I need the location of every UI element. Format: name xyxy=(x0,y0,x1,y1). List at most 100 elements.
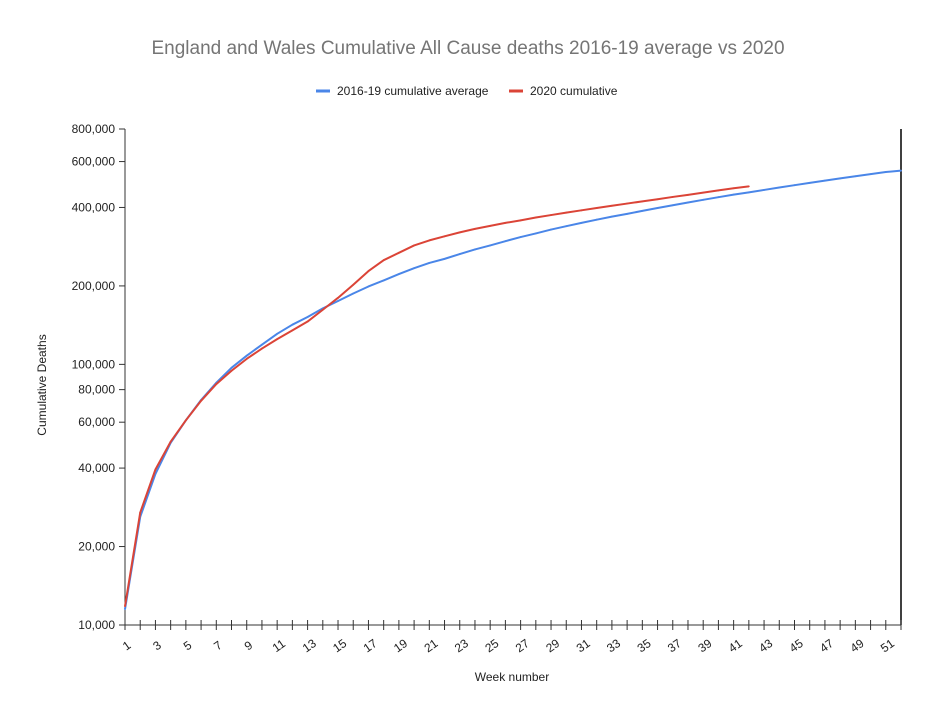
data-point-average xyxy=(702,198,705,201)
data-point-2020 xyxy=(732,187,735,190)
data-point-average xyxy=(900,169,902,172)
legend: 2016-19 cumulative average 2020 cumulati… xyxy=(316,84,618,98)
data-point-2020 xyxy=(580,209,583,212)
data-point-2020 xyxy=(626,202,629,205)
data-point-2020 xyxy=(671,196,674,198)
data-point-2020 xyxy=(200,399,202,402)
data-point-2020 xyxy=(489,224,492,227)
x-tick-label: 47 xyxy=(817,636,836,655)
x-tick-label: 9 xyxy=(242,638,256,653)
x-tick-label: 33 xyxy=(604,636,623,655)
data-point-2020 xyxy=(458,231,461,234)
x-tick-label: 41 xyxy=(726,636,745,655)
x-tick-label: 27 xyxy=(513,636,532,655)
data-point-average xyxy=(458,253,461,255)
data-point-average xyxy=(565,225,568,228)
data-point-2020 xyxy=(504,221,507,224)
data-point-2020 xyxy=(321,308,324,311)
data-point-2020 xyxy=(550,214,552,216)
series-line-2020 xyxy=(124,185,749,607)
data-point-average xyxy=(717,196,720,199)
data-point-average xyxy=(443,257,446,260)
y-tick-label: 20,000 xyxy=(78,540,115,554)
data-point-2020 xyxy=(641,200,644,203)
data-point-2020 xyxy=(291,329,294,332)
data-point-2020 xyxy=(565,211,568,214)
data-point-2020 xyxy=(276,338,279,341)
data-point-average xyxy=(534,232,537,235)
data-point-2020 xyxy=(747,185,750,188)
data-point-average xyxy=(504,240,507,243)
data-point-average xyxy=(869,173,872,176)
data-point-average xyxy=(671,204,674,207)
data-point-2020 xyxy=(124,605,126,608)
data-point-2020 xyxy=(595,207,598,209)
y-tick-label: 800,000 xyxy=(72,122,116,136)
data-point-average xyxy=(626,212,629,215)
data-point-average xyxy=(793,184,796,187)
series-line-average xyxy=(124,169,902,610)
x-tick-label: 15 xyxy=(330,636,349,655)
x-tick-label: 25 xyxy=(482,636,501,655)
data-point-2020 xyxy=(428,239,431,242)
data-point-average xyxy=(580,221,583,224)
data-point-average xyxy=(413,267,415,270)
x-tick-label: 23 xyxy=(452,636,471,655)
x-tick-label: 49 xyxy=(848,636,867,655)
x-tick-label: 45 xyxy=(787,636,806,655)
data-point-2020 xyxy=(443,235,446,238)
data-point-2020 xyxy=(687,193,689,196)
data-point-average xyxy=(595,218,598,221)
data-point-average xyxy=(245,354,248,357)
data-point-2020 xyxy=(306,320,309,323)
x-tick-label: 5 xyxy=(181,638,195,653)
data-point-average xyxy=(291,323,294,326)
data-point-2020 xyxy=(337,296,339,299)
data-point-average xyxy=(261,343,263,346)
x-tick-label: 35 xyxy=(635,636,654,655)
data-point-average xyxy=(337,300,339,302)
y-axis-label: Cumulative Deaths xyxy=(35,334,49,435)
data-point-2020 xyxy=(397,251,400,254)
data-point-average xyxy=(854,175,857,178)
data-point-average xyxy=(641,210,644,212)
x-tick-label: 29 xyxy=(543,636,562,655)
data-point-2020 xyxy=(474,227,476,230)
data-point-average xyxy=(352,292,355,295)
data-point-average xyxy=(519,236,522,238)
data-point-2020 xyxy=(656,198,659,201)
data-point-average xyxy=(778,186,781,189)
x-tick-label: 11 xyxy=(270,636,289,655)
data-point-2020 xyxy=(245,357,248,360)
data-point-average xyxy=(306,316,309,318)
data-point-2020 xyxy=(611,204,613,207)
legend-label-average: 2016-19 cumulative average xyxy=(337,84,489,98)
data-point-average xyxy=(839,177,842,180)
data-point-2020 xyxy=(139,511,142,514)
data-point-average xyxy=(611,215,613,218)
y-tick-label: 10,000 xyxy=(78,618,115,632)
x-tick-label: 39 xyxy=(695,636,714,655)
data-point-2020 xyxy=(519,219,522,222)
x-tick-label: 3 xyxy=(150,638,164,653)
data-point-average xyxy=(382,279,385,282)
y-tick-label: 40,000 xyxy=(78,461,115,475)
data-point-average xyxy=(656,207,659,209)
x-tick-label: 51 xyxy=(878,636,897,655)
data-point-2020 xyxy=(169,440,172,443)
data-point-2020 xyxy=(367,270,370,272)
y-tick-label: 100,000 xyxy=(72,357,116,371)
x-axis-label: Week number xyxy=(475,670,549,684)
x-axis: 1 3 5 7 9 11 13 15 17 19 21 23 25 27 29 31 33 35 37 39 41 43 4… xyxy=(120,620,902,655)
y-tick-label: 400,000 xyxy=(72,200,116,214)
data-point-average xyxy=(276,332,279,335)
y-tick-label: 600,000 xyxy=(72,155,116,169)
y-axis: 10,000 20,000 40,000 60,000 80,000 100,000 200… xyxy=(72,122,902,632)
data-point-average xyxy=(397,273,400,276)
data-point-average xyxy=(428,262,431,264)
y-tick-label: 60,000 xyxy=(78,415,115,429)
data-point-2020 xyxy=(352,283,355,286)
legend-label-2020: 2020 cumulative xyxy=(530,84,618,98)
data-point-average xyxy=(732,193,735,196)
